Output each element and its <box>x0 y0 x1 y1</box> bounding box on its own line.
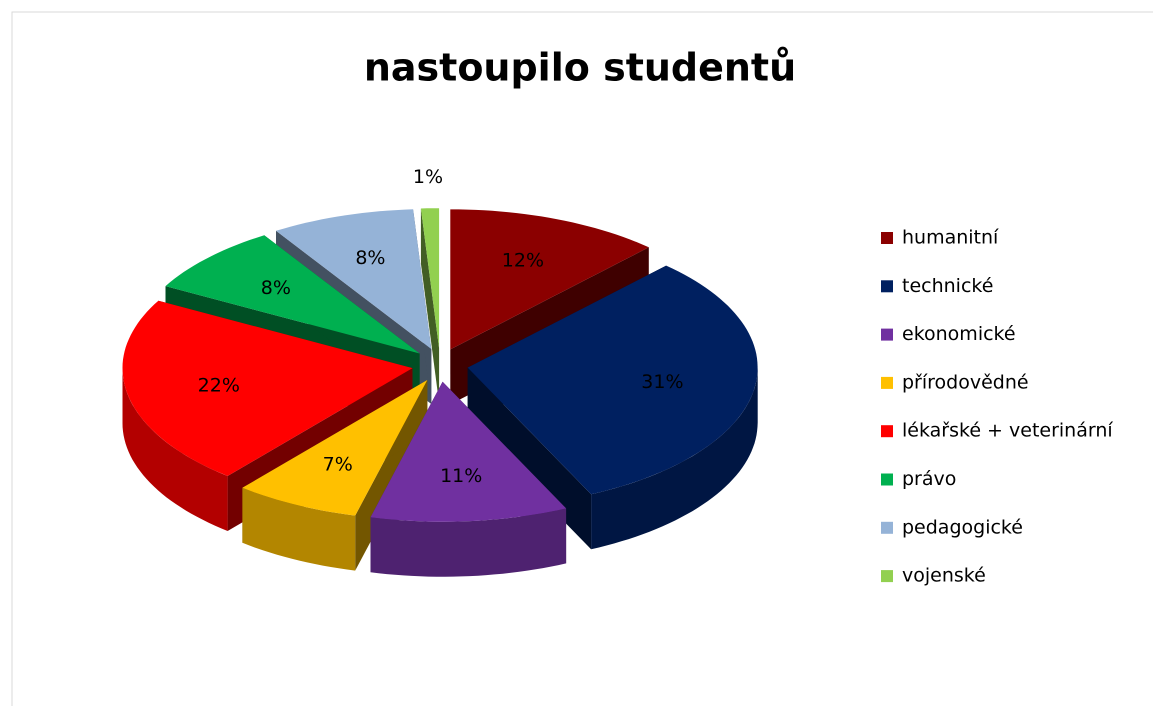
slice-top <box>122 300 413 476</box>
legend-label: ekonomické <box>902 323 1016 345</box>
data-label: 7% <box>323 453 353 475</box>
slice-top <box>165 235 420 354</box>
legend-label: právo <box>902 468 956 490</box>
legend-swatch <box>881 473 893 486</box>
slice-rim <box>370 508 567 577</box>
chart-title: nastoupilo studentů <box>364 46 796 90</box>
slice-top <box>242 380 428 516</box>
slice-top <box>370 381 567 522</box>
slice <box>420 208 440 404</box>
data-label: 8% <box>261 277 291 299</box>
data-label: 12% <box>502 249 544 271</box>
legend-swatch <box>881 376 893 389</box>
data-label: 11% <box>440 465 482 487</box>
legend-swatch <box>881 425 893 438</box>
data-label: 31% <box>641 371 683 393</box>
legend-label: vojenské <box>902 565 986 587</box>
slice-rim <box>591 367 758 550</box>
slice-rim <box>242 487 356 571</box>
slice-top <box>450 209 649 350</box>
data-label: 22% <box>198 374 240 396</box>
legend-swatch <box>881 328 893 341</box>
legend-swatch <box>881 570 893 583</box>
legend-swatch <box>881 280 893 293</box>
slice-top <box>276 209 432 349</box>
legend-label: pedagogické <box>902 516 1023 538</box>
legend-label: technické <box>902 275 993 297</box>
data-label: 8% <box>355 247 385 269</box>
slice-rim <box>122 368 228 531</box>
legend-label: přírodovědné <box>902 371 1029 393</box>
slice-wall <box>420 208 440 404</box>
legend-label: humanitní <box>902 227 999 249</box>
legend-swatch <box>881 521 893 534</box>
slice-top <box>467 265 758 495</box>
slice-top <box>420 208 440 349</box>
legend-label: lékařské + veterinární <box>902 420 1113 442</box>
slice <box>370 381 567 577</box>
data-label: 1% <box>413 166 443 188</box>
legend-swatch <box>881 232 893 244</box>
